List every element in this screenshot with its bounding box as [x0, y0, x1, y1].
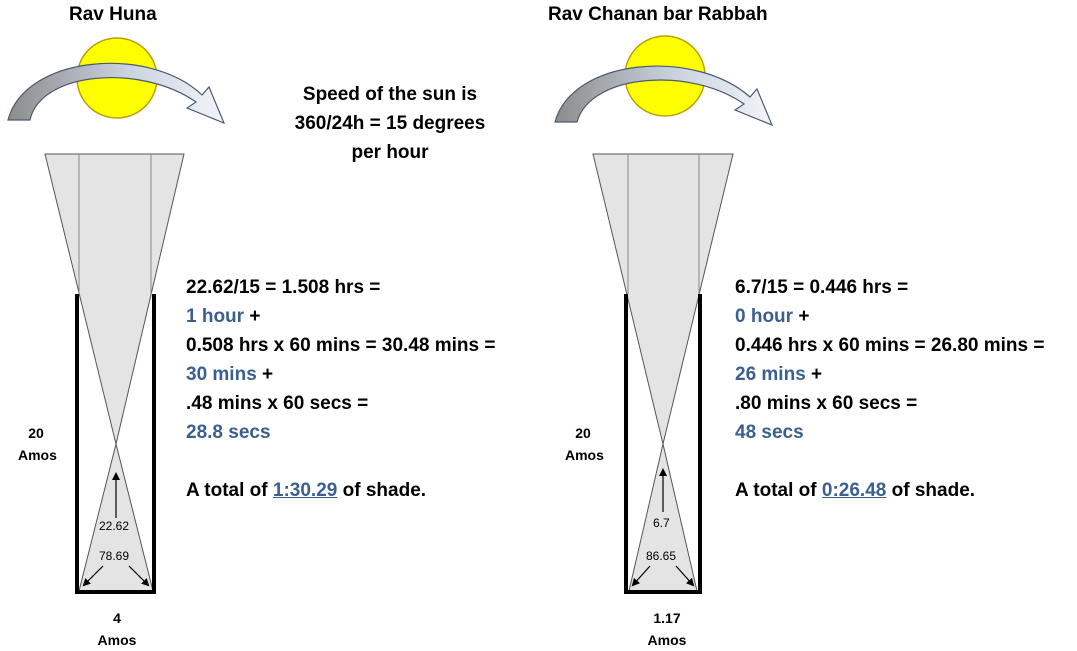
right-angle-value: 86.65: [646, 549, 677, 563]
left-width-label: 4 Amos: [95, 607, 139, 651]
left-total-prefix: A total of: [186, 480, 273, 501]
left-height-unit: Amos: [18, 447, 57, 463]
left-plus-2: +: [256, 364, 274, 385]
right-title: Rav Chanan bar Rabbah: [548, 4, 768, 25]
left-plus-1: +: [244, 306, 261, 327]
left-calc-blank: [186, 447, 495, 476]
right-sun-path-arrow: [554, 65, 774, 127]
left-calc-line-2: 1 hour +: [186, 302, 495, 331]
right-sukkah-walls: [624, 294, 702, 594]
right-calc-line-2: 0 hour +: [735, 302, 1044, 331]
left-title: Rav Huna: [69, 4, 157, 25]
right-calculation: 6.7/15 = 0.446 hrs = 0 hour + 0.446 hrs …: [735, 273, 1044, 505]
left-total-line: A total of 1:30.29 of shade.: [186, 476, 495, 505]
right-height-unit: Amos: [565, 447, 604, 463]
right-width-label: 1.17 Amos: [641, 607, 693, 651]
speed-note: Speed of the sun is 360/24h = 15 degrees…: [270, 80, 510, 167]
left-mins-value: 30 mins: [186, 364, 257, 385]
left-height-value: 20: [28, 425, 44, 441]
right-height-label: 20 Amos: [565, 422, 604, 466]
left-light-cone: [44, 153, 185, 445]
left-calculation: 22.62/15 = 1.508 hrs = 1 hour + 0.508 hr…: [186, 273, 495, 505]
left-width-unit: Amos: [97, 632, 137, 648]
right-hour-value: 0 hour: [735, 306, 794, 327]
right-calc-line-5: .80 mins x 60 secs =: [735, 393, 918, 414]
left-width-value: 4: [113, 610, 121, 626]
left-calc-line-4: 30 mins +: [186, 360, 495, 389]
right-calc-line-4: 26 mins +: [735, 360, 1044, 389]
left-angle-arrow-b: [128, 565, 150, 587]
right-calc-line-3: 0.446 hrs x 60 mins = 26.80 mins =: [735, 335, 1045, 356]
right-angle-arrow-a: [631, 565, 651, 587]
left-height-label: 20 Amos: [18, 422, 57, 466]
right-secs-value: 48 secs: [735, 422, 804, 443]
left-calc-line-3: 0.508 hrs x 60 mins = 30.48 mins =: [186, 335, 496, 356]
left-secs-value: 28.8 secs: [186, 422, 271, 443]
right-total-suffix: of shade.: [886, 480, 976, 501]
left-total-suffix: of shade.: [337, 480, 427, 501]
left-inner-measure: 22.62: [99, 519, 130, 533]
left-sukkah-walls: [75, 294, 156, 594]
right-height-value: 20: [575, 425, 591, 441]
right-plus-2: +: [805, 364, 823, 385]
speed-note-line-1: Speed of the sun is: [302, 84, 478, 105]
left-angle-arrow-a: [82, 565, 104, 587]
right-light-cone: [592, 153, 734, 445]
left-sun-path-arrow: [7, 62, 226, 125]
right-angle-arrow-b: [675, 565, 695, 587]
right-width-value: 1.17: [653, 610, 681, 626]
left-total-value: 1:30.29: [272, 480, 338, 501]
speed-note-line-3: per hour: [351, 142, 429, 163]
right-total-prefix: A total of: [735, 480, 822, 501]
right-mins-value: 26 mins: [735, 364, 806, 385]
left-angle-value: 78.69: [99, 549, 130, 563]
right-inner-measure: 6.7: [653, 516, 670, 530]
right-width-unit: Amos: [647, 632, 687, 648]
right-total-value: 0:26.48: [821, 480, 887, 501]
left-diagram: [7, 37, 226, 594]
right-calc-line-1: 6.7/15 = 0.446 hrs =: [735, 277, 909, 298]
right-calc-blank: [735, 447, 1044, 476]
left-calc-line-1: 22.62/15 = 1.508 hrs =: [186, 277, 381, 298]
right-total-line: A total of 0:26.48 of shade.: [735, 476, 1044, 505]
left-calc-line-5: .48 mins x 60 secs =: [186, 393, 369, 414]
right-diagram: [554, 35, 774, 594]
left-hour-value: 1 hour: [186, 306, 245, 327]
right-plus-1: +: [793, 306, 810, 327]
speed-note-line-2: 360/24h = 15 degrees: [294, 113, 486, 134]
